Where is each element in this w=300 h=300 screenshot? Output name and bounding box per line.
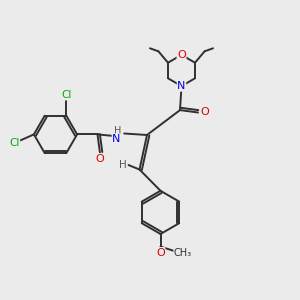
Text: O: O [177, 50, 186, 60]
Text: H: H [119, 160, 127, 170]
Text: N: N [177, 81, 186, 91]
Text: O: O [156, 248, 165, 258]
Text: N: N [112, 134, 121, 144]
Text: CH₃: CH₃ [174, 248, 192, 258]
Text: O: O [95, 154, 104, 164]
Text: Cl: Cl [61, 90, 71, 100]
Text: H: H [114, 126, 121, 136]
Text: Cl: Cl [9, 138, 20, 148]
Text: O: O [200, 107, 209, 118]
